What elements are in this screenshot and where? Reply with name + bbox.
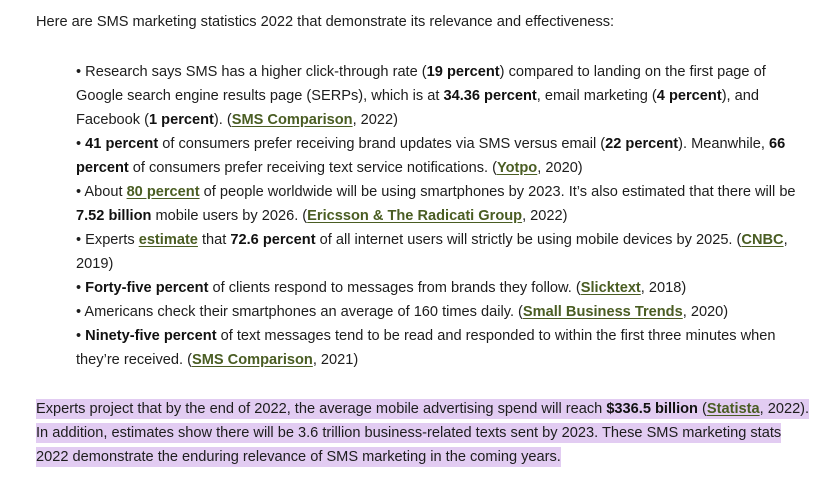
text: , email marketing ( xyxy=(536,88,657,104)
text: of people worldwide will be using smartp… xyxy=(199,184,796,200)
text: • About xyxy=(76,184,127,200)
source-link-cnbc[interactable]: CNBC xyxy=(741,232,784,248)
stat-strong: 22 percent xyxy=(605,136,679,152)
source-link-ericsson-radicati[interactable]: Ericsson & The Radicati Group xyxy=(307,208,523,224)
list-item: • Forty-five percent of clients respond … xyxy=(76,276,816,300)
text: , 2020) xyxy=(682,304,729,320)
stat-strong: 19 percent xyxy=(426,64,500,80)
stat-strong: 1 percent xyxy=(149,112,214,128)
text: of consumers prefer receiving brand upda… xyxy=(158,136,606,152)
text: of clients respond to messages from bran… xyxy=(208,280,581,296)
highlighted-text: Experts project that by the end of 2022,… xyxy=(36,399,810,467)
text: , 2018) xyxy=(640,280,687,296)
text: mobile users by 2026. ( xyxy=(151,208,308,224)
source-link-sms-comparison[interactable]: SMS Comparison xyxy=(192,352,313,368)
text: , 2022). In addition, estimates show the… xyxy=(36,401,810,465)
stat-strong: Forty-five percent xyxy=(85,280,209,296)
text: • Americans check their smartphones an a… xyxy=(76,304,523,320)
source-link-yotpo[interactable]: Yotpo xyxy=(496,160,538,176)
intro-paragraph: Here are SMS marketing statistics 2022 t… xyxy=(36,10,816,34)
stat-strong: 7.52 billion xyxy=(76,208,152,224)
list-item: • 41 percent of consumers prefer receivi… xyxy=(76,132,816,180)
text: • xyxy=(76,136,86,152)
list-item: • Research says SMS has a higher click-t… xyxy=(76,60,816,132)
text: ) compared to landing on the first page … xyxy=(76,64,766,104)
source-link-slicktext[interactable]: Slicktext xyxy=(580,280,641,296)
link-estimate[interactable]: estimate xyxy=(138,232,198,248)
text: , 2019) xyxy=(76,232,788,272)
text: ). ( xyxy=(213,112,232,128)
text: , 2022) xyxy=(522,208,568,224)
stat-strong: 4 percent xyxy=(656,88,722,104)
source-link-sms-comparison[interactable]: SMS Comparison xyxy=(231,112,353,128)
closing-paragraph: Experts project that by the end of 2022,… xyxy=(36,397,816,469)
text: • xyxy=(76,328,86,344)
text: , 2022) xyxy=(352,112,399,128)
stat-strong: Ninety-five percent xyxy=(85,328,217,344)
intro-text: Here are SMS marketing statistics 2022 t… xyxy=(36,14,615,30)
list-item: • Americans check their smartphones an a… xyxy=(76,300,816,324)
text: • Research says SMS has a higher click-t… xyxy=(76,64,427,80)
list-item: • Ninety-five percent of text messages t… xyxy=(76,324,816,372)
stat-strong: 66 percent xyxy=(76,136,786,176)
text: • Experts xyxy=(76,232,139,248)
source-link-statista[interactable]: Statista xyxy=(706,401,760,417)
text: ). Meanwhile, xyxy=(678,136,769,152)
text: , 2020) xyxy=(537,160,583,176)
text: , 2021) xyxy=(312,352,359,368)
link-80-percent[interactable]: 80 percent xyxy=(126,184,200,200)
source-link-small-business-trends[interactable]: Small Business Trends xyxy=(522,304,683,320)
text: that xyxy=(197,232,231,248)
statistics-list: • Research says SMS has a higher click-t… xyxy=(76,60,816,372)
list-item: • Experts estimate that 72.6 percent of … xyxy=(76,228,816,276)
text: Experts project that by the end of 2022,… xyxy=(36,401,607,417)
stat-strong: 34.36 percent xyxy=(443,88,537,104)
stat-strong: 72.6 percent xyxy=(230,232,316,248)
stat-strong: $336.5 billion xyxy=(606,401,698,417)
text: • xyxy=(76,280,86,296)
stat-strong: 41 percent xyxy=(85,136,159,152)
text: of consumers prefer receiving text servi… xyxy=(128,160,497,176)
text: of all internet users will strictly be u… xyxy=(315,232,742,248)
text: ( xyxy=(697,401,707,417)
list-item: • About 80 percent of people worldwide w… xyxy=(76,180,816,228)
text: of text messages tend to be read and res… xyxy=(76,328,776,368)
text: ), and Facebook ( xyxy=(76,88,760,128)
